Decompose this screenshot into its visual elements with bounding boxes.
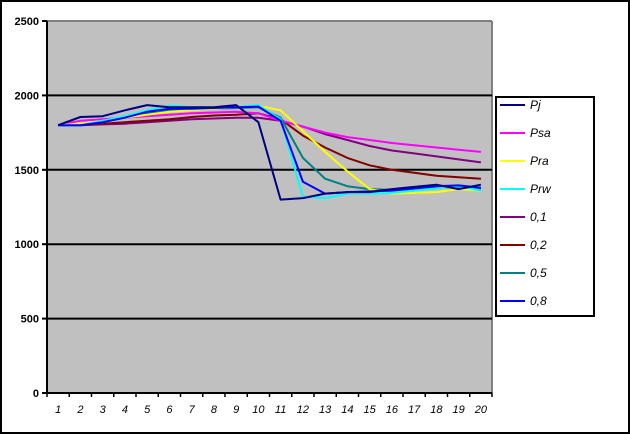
series-line-Prw [58, 104, 482, 200]
x-tick-label: 13 [319, 404, 332, 416]
legend-item: 0,1 [500, 210, 547, 224]
x-tick-label: 10 [252, 404, 265, 416]
x-tick-label: 7 [189, 404, 196, 416]
y-tick-label: 2500 [15, 16, 39, 28]
legend-item: 0,2 [500, 238, 547, 252]
x-tick-label: 20 [474, 404, 488, 416]
plot-area [47, 21, 492, 393]
legend-label: 0,8 [530, 294, 547, 308]
legend: Pj Psa Pra Prw 0,1 0,2 0,5 0,8 [495, 96, 595, 317]
x-tick-label: 11 [275, 404, 286, 416]
x-tick-label: 15 [364, 404, 377, 416]
x-tick-label: 3 [100, 404, 107, 416]
series-line-0-1 [58, 116, 482, 164]
legend-item: Pra [500, 154, 549, 168]
legend-label: Pj [530, 98, 541, 112]
x-tick-label: 19 [453, 404, 465, 416]
series-lines [57, 104, 482, 201]
legend-item: 0,5 [500, 266, 547, 280]
legend-item: Psa [500, 126, 551, 140]
legend-label: Prw [530, 182, 552, 196]
x-tick-label: 12 [297, 404, 309, 416]
y-tick-label: 2000 [15, 90, 39, 102]
x-tick-label: 9 [233, 404, 239, 416]
series-line-Pj [57, 104, 482, 201]
gridlines [47, 20, 493, 393]
legend-item: 0,8 [500, 294, 547, 308]
y-tick-label: 1000 [15, 239, 39, 251]
x-tick-label: 6 [166, 404, 173, 416]
legend-label: 0,5 [530, 266, 547, 280]
y-tick-label: 500 [21, 314, 39, 326]
x-tick-label: 14 [341, 404, 353, 416]
x-tick-label: 4 [122, 404, 128, 416]
x-tick-label: 5 [144, 404, 151, 416]
legend-item: Prw [500, 182, 552, 196]
x-tick-label: 8 [211, 404, 218, 416]
legend-label: Pra [530, 154, 549, 168]
x-tick-label: 16 [386, 404, 399, 416]
x-tick-label: 17 [408, 404, 421, 416]
legend-label: Psa [530, 126, 551, 140]
series-line-0-8 [58, 105, 482, 195]
y-tick-label: 0 [33, 388, 39, 400]
x-tick-label: 1 [55, 404, 61, 416]
legend-label: 0,1 [530, 210, 547, 224]
x-tick-label: 18 [430, 404, 443, 416]
x-tick-label: 2 [76, 404, 83, 416]
y-tick-label: 1500 [15, 165, 39, 177]
legend-item: Pj [500, 98, 541, 112]
legend-label: 0,2 [530, 238, 547, 252]
